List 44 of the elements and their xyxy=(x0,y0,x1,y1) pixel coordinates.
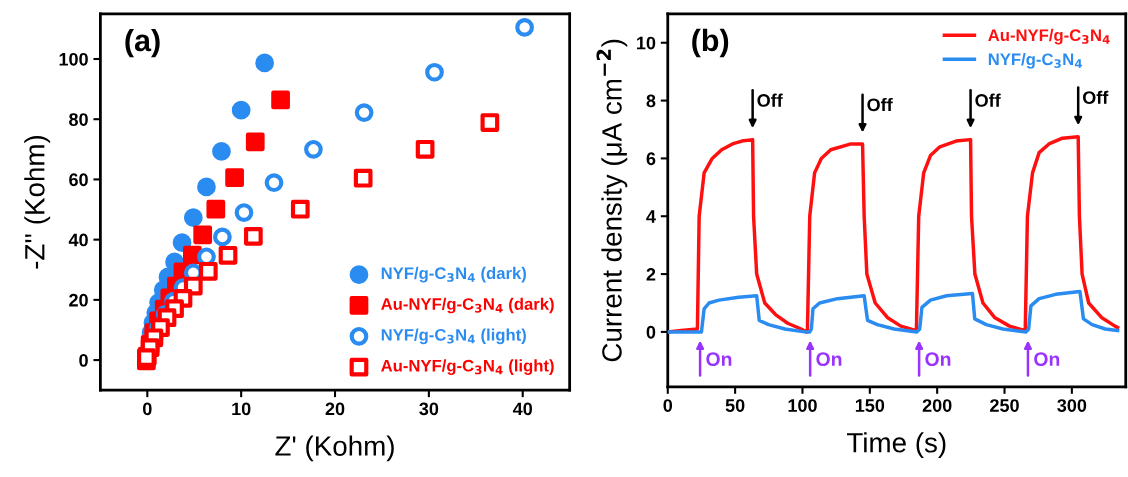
annotation: Off xyxy=(975,93,1001,107)
annotation: Off xyxy=(867,97,893,112)
y-tick-label: 0 xyxy=(79,354,88,367)
x-tick-label: 40 xyxy=(512,402,533,416)
x-tick-label: 30 xyxy=(419,402,439,416)
annotation: On xyxy=(1034,352,1060,367)
y-tick-label: 60 xyxy=(69,173,88,187)
x-axis-title: Z' (Kohm) xyxy=(275,435,394,462)
x-axis-title: Time (s) xyxy=(846,432,946,459)
x-tick-label: 20 xyxy=(325,402,345,416)
y-tick-label: 0 xyxy=(646,325,656,339)
x-tick-label: 50 xyxy=(725,399,745,412)
legend-label: Au-NYF/g-C$_{3}$N$_{4}$ (dark) xyxy=(381,297,554,314)
y-tick-label: 8 xyxy=(646,94,656,108)
annotation: Off xyxy=(757,93,783,107)
y-tick-label: 10 xyxy=(637,36,656,50)
annotation: Off xyxy=(1082,90,1109,104)
annotation: On xyxy=(706,352,732,367)
y-tick-label: 100 xyxy=(59,52,88,66)
x-tick-label: 250 xyxy=(990,399,1019,412)
y-tick-label: 40 xyxy=(68,233,88,247)
x-tick-label: 300 xyxy=(1057,399,1087,412)
x-tick-label: 0 xyxy=(663,399,673,412)
legend-label: NYF/g-C$_{3}$N$_{4}$ xyxy=(988,53,1082,69)
annotation: (a) xyxy=(125,28,160,58)
legend-label: NYF/g-C$_{3}$N$_{4}$ (light) xyxy=(381,328,526,345)
y-tick-label: 2 xyxy=(646,268,656,281)
legend-label: NYF/g-C$_{3}$N$_{4}$ (dark) xyxy=(381,266,526,283)
y-tick-label: 6 xyxy=(646,152,656,166)
annotation: On xyxy=(816,352,842,367)
annotation: On xyxy=(925,352,951,367)
y-tick-label: 80 xyxy=(69,113,88,126)
annotation: (b) xyxy=(692,28,729,58)
x-tick-label: 10 xyxy=(232,402,251,416)
x-tick-label: 100 xyxy=(788,399,817,412)
x-tick-label: 0 xyxy=(143,402,152,416)
legend-label: Au-NYF/g-C$_{3}$N$_{4}$ (light) xyxy=(381,359,554,375)
y-tick-label: 20 xyxy=(69,293,88,307)
legend-label: Au-NYF/g-C$_{3}$N$_{4}$ xyxy=(988,28,1110,45)
x-tick-label: 200 xyxy=(922,399,952,412)
y-tick-label: 4 xyxy=(646,210,656,223)
x-tick-label: 150 xyxy=(855,399,885,412)
y-axis-title: Current density (μA cm$^{−2}$) xyxy=(596,39,628,362)
y-axis-title: -Z'' (Kohm) xyxy=(24,135,51,269)
